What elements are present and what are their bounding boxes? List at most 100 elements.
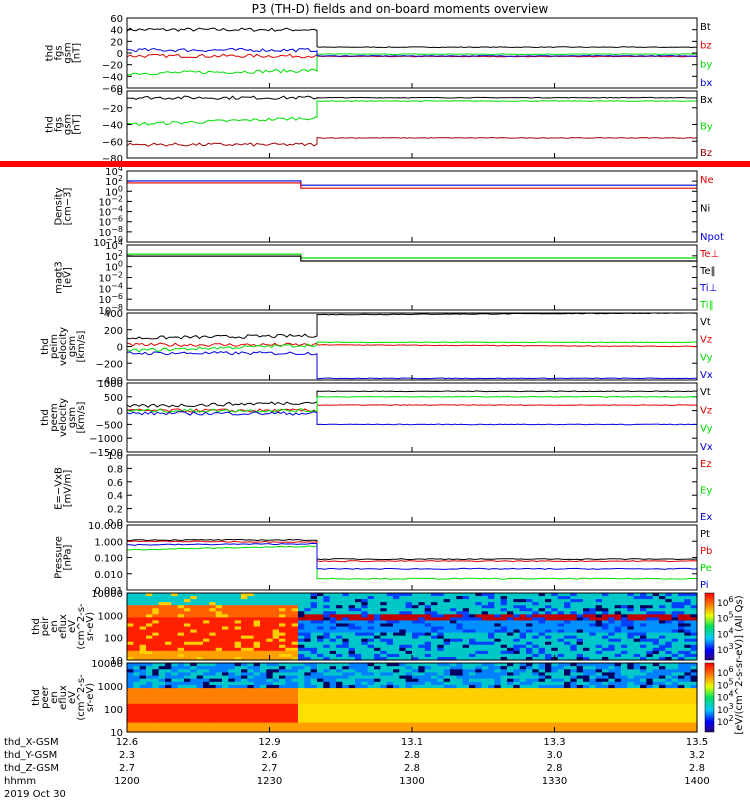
time-axis-row-label: thd_Z-GSM bbox=[4, 763, 59, 774]
y-tick-label: 102 bbox=[105, 174, 123, 188]
y-tick-label: −500 bbox=[96, 420, 123, 431]
legend-Ni: Ni bbox=[700, 204, 710, 215]
time-axis-tick-label: 13.5 bbox=[686, 737, 708, 748]
y-tick-label: 10−2 bbox=[98, 194, 123, 208]
time-axis-tick-label: 1330 bbox=[542, 776, 567, 787]
panel-ylabel: sr-eV) bbox=[85, 612, 96, 641]
panel-ylabel: gsm bbox=[67, 407, 78, 428]
y-tick-label: 10−4 bbox=[98, 281, 123, 295]
y-tick-label: 104 bbox=[105, 164, 123, 178]
legend-Ey: Ey bbox=[700, 486, 712, 497]
panel-efield: E=−VxB[mV/m] 1.0 0.8 0.6 0.4 0.2 0.0 Ez Ey Ex bbox=[54, 451, 713, 529]
legend-Pb: Pb bbox=[700, 546, 712, 557]
colorbar bbox=[704, 592, 715, 661]
series-Bz bbox=[126, 137, 698, 147]
panel-ylabel: thd bbox=[40, 409, 51, 426]
time-axis-tick-label: 2.8 bbox=[404, 750, 420, 761]
legend-Te⊥: Te⊥ bbox=[699, 249, 719, 260]
time-axis-row-label: thd_X-GSM bbox=[4, 737, 59, 748]
panel-ylabel: Density bbox=[54, 187, 65, 225]
colorbar-tick: 103 bbox=[717, 642, 734, 656]
legend-Bz: Bz bbox=[700, 148, 712, 159]
panel-ylabel: peim bbox=[49, 334, 60, 359]
legend-Vx: Vx bbox=[700, 442, 713, 453]
y-tick-label: 10000 bbox=[91, 659, 123, 670]
series-Vy bbox=[126, 395, 698, 413]
y-tick-label: −200 bbox=[96, 359, 123, 370]
legend-Npot: Npot bbox=[700, 232, 724, 243]
colorbar-tick: 102 bbox=[717, 714, 734, 728]
legend-By: By bbox=[700, 122, 713, 133]
panel-pressure: Pressure[nPa] 10.000 1.000 0.100 0.010 0.001 P… bbox=[54, 521, 713, 597]
panel-ylabel: (cm^2-s- bbox=[76, 674, 87, 721]
panel-ylabel: gsm bbox=[63, 114, 74, 135]
y-tick-label: 10 bbox=[110, 656, 123, 667]
y-tick-label: 0 bbox=[117, 87, 123, 98]
y-tick-label: 100 bbox=[104, 634, 123, 645]
y-tick-label: 0.001 bbox=[94, 586, 123, 597]
y-tick-label: 1000 bbox=[98, 611, 123, 622]
panel-ylabel: velocity bbox=[58, 398, 69, 437]
y-tick-label: 200 bbox=[104, 326, 123, 337]
panel-ylabel: thd bbox=[45, 116, 56, 133]
panel-ylabel: [cm−3] bbox=[63, 188, 74, 226]
legend-Pi: Pi bbox=[700, 580, 709, 591]
time-axis-tick-label: 3.2 bbox=[689, 750, 705, 761]
time-axis-tick-label: 2.7 bbox=[262, 763, 278, 774]
legend-bz: bz bbox=[700, 41, 712, 52]
series-trace bbox=[127, 255, 697, 262]
time-axis-tick-label: 13.3 bbox=[543, 737, 565, 748]
panel-ylabel: en bbox=[49, 620, 60, 633]
series-Vz bbox=[126, 342, 698, 348]
y-tick-label: 0.8 bbox=[107, 464, 123, 475]
y-tick-label: 0.4 bbox=[107, 491, 123, 502]
legend-Pe: Pe bbox=[700, 563, 712, 574]
legend-by: by bbox=[700, 59, 712, 70]
y-tick-label: 10−8 bbox=[98, 303, 123, 317]
y-tick-label: 400 bbox=[104, 309, 123, 320]
legend-Vy: Vy bbox=[700, 352, 713, 363]
time-axis-tick-label: 2.8 bbox=[547, 763, 563, 774]
panel-frame bbox=[126, 454, 698, 523]
series-Pi bbox=[126, 542, 698, 570]
legend-Vx: Vx bbox=[700, 370, 713, 381]
y-tick-label: 40 bbox=[110, 26, 123, 37]
panel-ylabel: eflux bbox=[58, 614, 69, 639]
time-axis-row-label: hhmm bbox=[4, 776, 36, 787]
series-Vz bbox=[126, 404, 698, 413]
panel-ylabel: [eV] bbox=[63, 267, 74, 288]
y-tick-label: −400 bbox=[96, 376, 123, 387]
panel-ylabel: thd bbox=[31, 618, 42, 635]
y-tick-label: 1.000 bbox=[94, 537, 123, 548]
y-tick-label: −1000 bbox=[89, 434, 123, 445]
colorbar-tick: 104 bbox=[717, 690, 734, 704]
y-tick-label: 0.6 bbox=[107, 478, 123, 489]
y-tick-label: 100 bbox=[105, 184, 123, 198]
series-By bbox=[126, 100, 698, 127]
panel-frame bbox=[126, 524, 698, 591]
y-tick-label: −20 bbox=[102, 104, 123, 115]
y-tick-label: 100 bbox=[104, 705, 123, 716]
colorbar bbox=[704, 662, 715, 733]
panel-ylabel: gsm bbox=[67, 336, 78, 357]
y-tick-label: 10−10 bbox=[93, 235, 123, 249]
panel-ylabel: magt3 bbox=[54, 261, 65, 294]
panel-ylabel: sr-eV) bbox=[85, 683, 96, 712]
colorbar-tick: 106 bbox=[717, 665, 734, 679]
panel-ylabel: E=−VxB bbox=[54, 467, 65, 510]
y-tick-label: 10−8 bbox=[98, 225, 123, 239]
panel-ylabel: en bbox=[49, 691, 60, 704]
legend-Vt: Vt bbox=[700, 317, 711, 328]
y-tick-label: 10000 bbox=[91, 589, 123, 600]
panel-ylabel: peer bbox=[40, 685, 51, 709]
series-trace bbox=[127, 182, 697, 189]
panel-frame bbox=[126, 170, 698, 243]
y-tick-label: 0 bbox=[117, 407, 123, 418]
panel-ylabel: peem bbox=[49, 403, 60, 431]
panel-ylabel: gsm bbox=[63, 42, 74, 63]
panel-frame bbox=[126, 382, 698, 453]
